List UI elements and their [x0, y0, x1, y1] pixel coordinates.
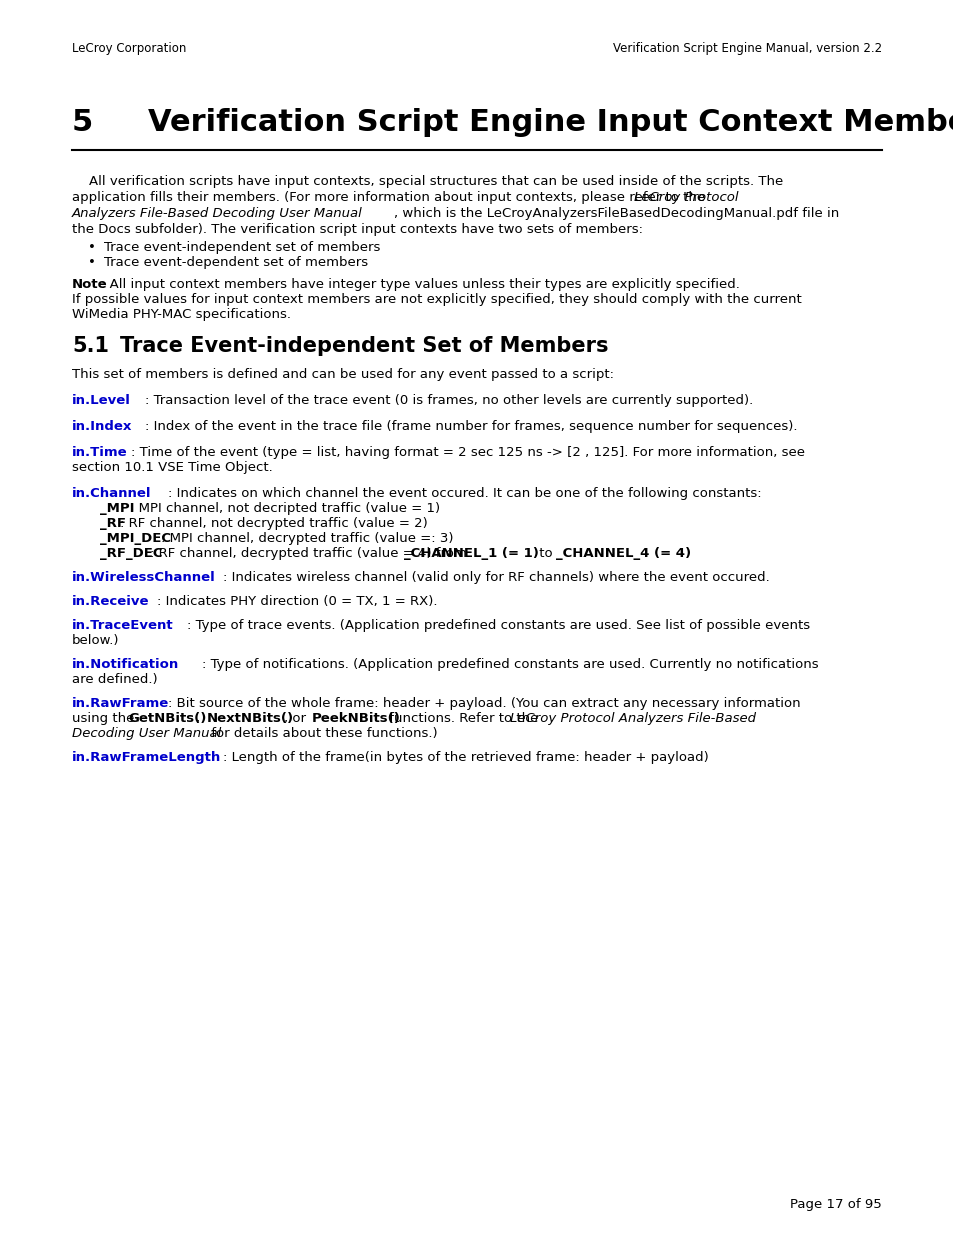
Text: WiMedia PHY-MAC specifications.: WiMedia PHY-MAC specifications.: [71, 308, 291, 321]
Text: : Transaction level of the trace event (0 is frames, no other levels are current: : Transaction level of the trace event (…: [145, 394, 753, 408]
Text: : MPI channel, not decripted traffic (value = 1): : MPI channel, not decripted traffic (va…: [130, 501, 439, 515]
Text: GetNBits(): GetNBits(): [128, 713, 206, 725]
Text: Analyzers File-Based Decoding User Manual: Analyzers File-Based Decoding User Manua…: [71, 207, 362, 220]
Text: This set of members is defined and can be used for any event passed to a script:: This set of members is defined and can b…: [71, 368, 614, 382]
Text: : Bit source of the whole frame: header + payload. (You can extract any necessar: : Bit source of the whole frame: header …: [168, 697, 800, 710]
Text: in.TraceEvent: in.TraceEvent: [71, 619, 173, 632]
Text: : Type of notifications. (Application predefined constants are used. Currently n: : Type of notifications. (Application pr…: [202, 658, 818, 671]
Text: LeCroy Corporation: LeCroy Corporation: [71, 42, 186, 56]
Text: in.Channel: in.Channel: [71, 487, 152, 500]
Text: LeCroy Protocol Analyzers File-Based: LeCroy Protocol Analyzers File-Based: [510, 713, 755, 725]
Text: Verification Script Engine Input Context Members: Verification Script Engine Input Context…: [148, 107, 953, 137]
Text: _CHANNEL_4 (= 4): _CHANNEL_4 (= 4): [556, 547, 690, 559]
Text: PeekNBits(): PeekNBits(): [312, 713, 400, 725]
Text: below.): below.): [71, 634, 119, 647]
Text: in.Level: in.Level: [71, 394, 131, 408]
Text: to: to: [535, 547, 557, 559]
Text: _RF: _RF: [100, 517, 126, 530]
Text: are defined.): are defined.): [71, 673, 157, 685]
Text: for details about these functions.): for details about these functions.): [207, 727, 437, 740]
Text: : MPI channel, decrypted traffic (value =: 3): : MPI channel, decrypted traffic (value …: [161, 532, 453, 545]
Text: All verification scripts have input contexts, special structures that can be use: All verification scripts have input cont…: [71, 175, 782, 188]
Text: in.Index: in.Index: [71, 420, 132, 433]
Text: : Indicates wireless channel (valid only for RF channels) where the event occure: : Indicates wireless channel (valid only…: [223, 571, 769, 584]
Text: LeCroy Protocol: LeCroy Protocol: [634, 191, 738, 204]
Text: in.RawFrame: in.RawFrame: [71, 697, 169, 710]
Text: in.WirelessChannel: in.WirelessChannel: [71, 571, 215, 584]
Text: application fills their members. (For more information about input contexts, ple: application fills their members. (For mo…: [71, 191, 709, 204]
Text: : Time of the event (type = list, having format = 2 sec 125 ns -> [2 , 125]. For: : Time of the event (type = list, having…: [131, 446, 804, 459]
Text: : Indicates on which channel the event occured. It can be one of the following c: : Indicates on which channel the event o…: [168, 487, 760, 500]
Text: : Index of the event in the trace file (frame number for frames, sequence number: : Index of the event in the trace file (…: [145, 420, 797, 433]
Text: If possible values for input context members are not explicitly specified, they : If possible values for input context mem…: [71, 293, 801, 306]
Text: in.Receive: in.Receive: [71, 595, 150, 608]
Text: Trace Event-independent Set of Members: Trace Event-independent Set of Members: [120, 336, 608, 356]
Text: in.RawFrameLength: in.RawFrameLength: [71, 751, 221, 764]
Text: using the: using the: [71, 713, 138, 725]
Text: in.Notification: in.Notification: [71, 658, 179, 671]
Text: 5.1: 5.1: [71, 336, 109, 356]
Text: , which is the LeCroyAnalyzersFileBasedDecodingManual.pdf file in: , which is the LeCroyAnalyzersFileBasedD…: [394, 207, 839, 220]
Text: Trace event-dependent set of members: Trace event-dependent set of members: [104, 256, 368, 269]
Text: ,: ,: [195, 713, 204, 725]
Text: : Length of the frame(in bytes of the retrieved frame: header + payload): : Length of the frame(in bytes of the re…: [223, 751, 708, 764]
Text: Verification Script Engine Manual, version 2.2: Verification Script Engine Manual, versi…: [612, 42, 882, 56]
Text: •: •: [88, 256, 95, 269]
Text: : RF channel, not decrypted traffic (value = 2): : RF channel, not decrypted traffic (val…: [120, 517, 427, 530]
Text: : RF channel, decrypted traffic (value = 4) from: : RF channel, decrypted traffic (value =…: [150, 547, 471, 559]
Text: Trace event-independent set of members: Trace event-independent set of members: [104, 241, 380, 254]
Text: Note: Note: [71, 278, 108, 291]
Text: section 10.1 VSE Time Object.: section 10.1 VSE Time Object.: [71, 461, 273, 474]
Text: _MPI: _MPI: [100, 501, 134, 515]
Text: , or: , or: [284, 713, 310, 725]
Text: •: •: [88, 241, 95, 254]
Text: : Indicates PHY direction (0 = TX, 1 = RX).: : Indicates PHY direction (0 = TX, 1 = R…: [157, 595, 437, 608]
Text: Page 17 of 95: Page 17 of 95: [789, 1198, 882, 1212]
Text: : All input context members have integer type values unless their types are expl: : All input context members have integer…: [101, 278, 740, 291]
Text: NextNBits(): NextNBits(): [207, 713, 294, 725]
Text: _MPI_DEC: _MPI_DEC: [100, 532, 171, 545]
Text: functions. Refer to the: functions. Refer to the: [385, 713, 542, 725]
Text: in.Time: in.Time: [71, 446, 128, 459]
Text: _CHANNEL_1 (= 1): _CHANNEL_1 (= 1): [403, 547, 538, 559]
Text: Decoding User Manual: Decoding User Manual: [71, 727, 221, 740]
Text: the Docs subfolder). The verification script input contexts have two sets of mem: the Docs subfolder). The verification sc…: [71, 224, 642, 236]
Text: 5: 5: [71, 107, 93, 137]
Text: : Type of trace events. (Application predefined constants are used. See list of : : Type of trace events. (Application pre…: [187, 619, 809, 632]
Text: _RF_DEC: _RF_DEC: [100, 547, 162, 559]
